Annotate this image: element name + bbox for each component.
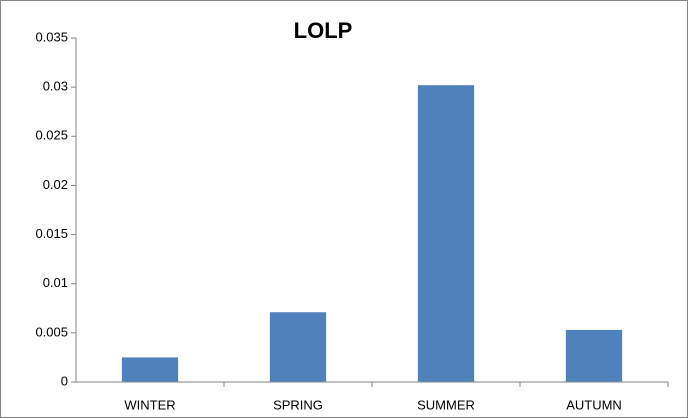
x-tick-label: WINTER <box>124 397 175 412</box>
bar <box>565 329 623 382</box>
bar <box>417 85 475 383</box>
y-tick-label: 0.025 <box>35 128 68 143</box>
y-tick-label: 0.005 <box>35 324 68 339</box>
x-tick-label: SUMMER <box>417 397 475 412</box>
y-tick-label: 0 <box>61 373 68 388</box>
chart-title: LOLP <box>294 18 353 43</box>
x-tick-label: AUTUMN <box>566 397 622 412</box>
bar <box>121 357 179 382</box>
y-tick-label: 0.03 <box>43 79 68 94</box>
x-tick-label: SPRING <box>273 397 323 412</box>
y-tick-label: 0.015 <box>35 226 68 241</box>
y-tick-label: 0.01 <box>43 275 68 290</box>
y-tick-label: 0.02 <box>43 177 68 192</box>
bar <box>269 312 327 382</box>
y-tick-label: 0.035 <box>35 29 68 44</box>
